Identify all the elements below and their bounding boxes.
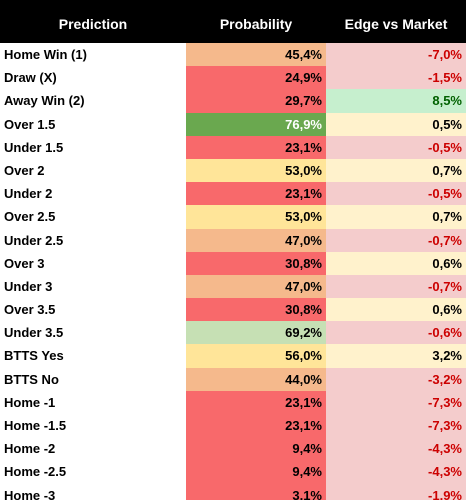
table-cell: 24,9% — [186, 66, 326, 90]
table-cell: 47,0% — [186, 274, 326, 299]
table-cell: Over 2.5 — [0, 205, 186, 229]
table-cell: 30,8% — [186, 298, 326, 322]
table-cell: -0,7% — [326, 274, 466, 299]
table-cell: -7,3% — [326, 390, 466, 414]
table-row: Over 2 53,0% 0,7% — [0, 158, 466, 183]
table-cell: Home -1.5 — [0, 414, 186, 438]
table-row: Under 3.5 69,2% -0,6% — [0, 321, 466, 345]
table-row: Over 3 30,8% 0,6% — [0, 251, 466, 275]
table-cell: 0,5% — [326, 112, 466, 136]
table-cell: Home Win (1) — [0, 43, 186, 67]
table-cell: Over 1.5 — [0, 112, 186, 136]
table-cell: Under 2.5 — [0, 228, 186, 252]
table-cell: 0,6% — [326, 251, 466, 275]
header-cell: Prediction — [0, 0, 186, 43]
table-row: Draw (X) 24,9% -1,5% — [0, 66, 466, 90]
table-row: Home -1.5 23,1% -7,3% — [0, 414, 466, 438]
table-cell: Over 3.5 — [0, 298, 186, 322]
table-cell: 8,5% — [326, 89, 466, 113]
table-cell: 44,0% — [186, 367, 326, 391]
table-cell: -7,3% — [326, 414, 466, 438]
table-row: Under 3 47,0% -0,7% — [0, 274, 466, 299]
table-cell: 53,0% — [186, 205, 326, 229]
table-cell: Home -2.5 — [0, 460, 186, 484]
table-row: Home -2.5 9,4% -4,3% — [0, 460, 466, 484]
table-cell: BTTS No — [0, 367, 186, 391]
table-cell: -4,3% — [326, 437, 466, 461]
header-cell: Probability — [186, 0, 326, 43]
table-cell: 56,0% — [186, 344, 326, 368]
table-cell: 30,8% — [186, 251, 326, 275]
table-row: Over 2.5 53,0% 0,7% — [0, 205, 466, 229]
table-row: Home Win (1) 45,4% -7,0% — [0, 43, 466, 67]
table-cell: 23,1% — [186, 135, 326, 159]
table-cell: BTTS Yes — [0, 344, 186, 368]
table-row: Home -2 9,4% -4,3% — [0, 437, 466, 461]
table-cell: -0,6% — [326, 321, 466, 345]
table-cell: Under 2 — [0, 182, 186, 206]
table-row: Over 3.5 30,8% 0,6% — [0, 298, 466, 322]
table-row: Under 1.5 23,1% -0,5% — [0, 135, 466, 159]
table-cell: 76,9% — [186, 112, 326, 136]
table-cell: Home -3 — [0, 483, 186, 500]
table-cell: -1,5% — [326, 66, 466, 90]
table-cell: -4,3% — [326, 460, 466, 484]
table-cell: Under 3.5 — [0, 321, 186, 345]
table-cell: 3,1% — [186, 483, 326, 500]
table-cell: -0,7% — [326, 228, 466, 252]
table-cell: 9,4% — [186, 437, 326, 461]
table-cell: Over 2 — [0, 158, 186, 183]
table-cell: -0,5% — [326, 135, 466, 159]
table-cell: Home -1 — [0, 390, 186, 414]
table-cell: 3,2% — [326, 344, 466, 368]
table-cell: Under 1.5 — [0, 135, 186, 159]
table-row: Home -3 3,1% -1,9% — [0, 483, 466, 500]
table-cell: 47,0% — [186, 228, 326, 252]
table-row: Under 2.5 47,0% -0,7% — [0, 228, 466, 252]
table-cell: 69,2% — [186, 321, 326, 345]
header-row: Prediction Probability Edge vs Market — [0, 0, 466, 43]
table-row: Home -1 23,1% -7,3% — [0, 390, 466, 414]
table-row: BTTS Yes 56,0% 3,2% — [0, 344, 466, 368]
table-cell: 23,1% — [186, 414, 326, 438]
table-row: Over 1.5 76,9% 0,5% — [0, 112, 466, 136]
table-cell: 45,4% — [186, 43, 326, 67]
table-row: Away Win (2) 29,7% 8,5% — [0, 89, 466, 113]
table-cell: 0,6% — [326, 298, 466, 322]
table-row: BTTS No 44,0% -3,2% — [0, 367, 466, 391]
table-cell: -1,9% — [326, 483, 466, 500]
table-cell: 0,7% — [326, 158, 466, 183]
table-cell: 53,0% — [186, 158, 326, 183]
table-cell: -0,5% — [326, 182, 466, 206]
table-cell: Over 3 — [0, 251, 186, 275]
table-cell: 9,4% — [186, 460, 326, 484]
table-cell: Away Win (2) — [0, 89, 186, 113]
table-cell: 23,1% — [186, 390, 326, 414]
table-cell: Under 3 — [0, 274, 186, 299]
table-cell: Home -2 — [0, 437, 186, 461]
table-cell: -3,2% — [326, 367, 466, 391]
table-cell: -7,0% — [326, 43, 466, 67]
table-cell: 29,7% — [186, 89, 326, 113]
table-cell: Draw (X) — [0, 66, 186, 90]
table-cell: 23,1% — [186, 182, 326, 206]
header-cell: Edge vs Market — [326, 0, 466, 43]
table-cell: 0,7% — [326, 205, 466, 229]
table-row: Under 2 23,1% -0,5% — [0, 182, 466, 206]
